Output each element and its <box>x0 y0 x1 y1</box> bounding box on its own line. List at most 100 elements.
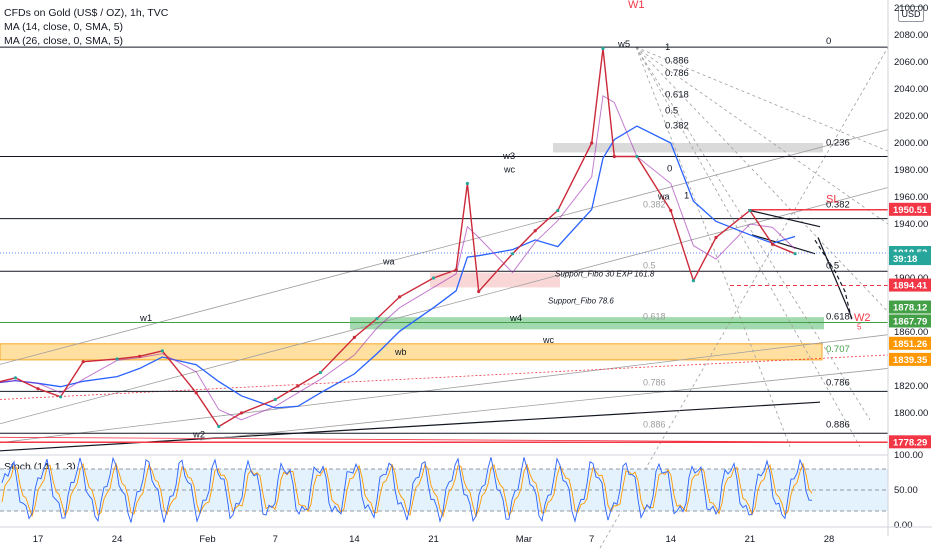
price-tag-label: 1778.29 <box>893 437 927 448</box>
fib-level-label: 0.382 <box>826 200 850 211</box>
wave-label: wa <box>657 192 670 202</box>
fib-level-label: 0.236 <box>826 137 850 148</box>
price-point <box>36 387 40 391</box>
price-tag-bg <box>889 435 931 449</box>
price-point <box>296 384 300 388</box>
wave-label: w3 <box>502 151 515 162</box>
trend-line <box>199 368 889 441</box>
price-point <box>217 424 221 429</box>
wave-label: wc <box>503 165 515 175</box>
fan-ratio-label: 0.5 <box>665 106 678 117</box>
fan-ratio-label: 0.618 <box>665 89 689 100</box>
fib-level-label: 0 <box>826 36 831 47</box>
x-tick-label: 28 <box>824 534 835 545</box>
price-tag-bg <box>889 314 931 328</box>
price-tag-label: 1950.51 <box>893 205 928 216</box>
fan-ratio-label: 1 <box>684 191 689 202</box>
price-point <box>556 208 560 213</box>
price-point <box>138 354 142 358</box>
price-point <box>477 289 481 294</box>
wave-label: Support_Fibo 78.6 <box>548 297 614 306</box>
legend-ma26[interactable]: MA (26, close, 0, SMA, 5) <box>4 35 124 47</box>
x-tick-label: 21 <box>745 534 756 545</box>
price-point <box>81 360 85 364</box>
y-tick-label: 1900.00 <box>894 273 928 284</box>
price-point <box>454 268 458 272</box>
fib-level-label: 0.786 <box>826 378 850 389</box>
price-tag-bg <box>889 278 931 292</box>
fib-level-label: 0.618 <box>826 312 850 323</box>
y-tick-label: 2000.00 <box>894 138 928 149</box>
x-tick-label: 14 <box>349 534 360 545</box>
price-point <box>635 154 639 159</box>
price-point <box>714 235 718 240</box>
price-tag-label: 1851.26 <box>893 339 927 350</box>
x-tick-label: 24 <box>112 534 123 545</box>
stoch-tick-label: 100.00 <box>894 450 923 461</box>
y-tick-label: 1860.00 <box>894 327 928 338</box>
y-tick-label: 2080.00 <box>894 30 928 41</box>
stoch-k-line <box>1 456 812 523</box>
trend-line <box>0 354 889 400</box>
price-point <box>115 357 119 361</box>
fan-ratio-label: 0.786 <box>665 68 689 79</box>
wave-label: w2 <box>192 429 205 440</box>
ma14-line <box>0 94 796 421</box>
price-tag-bg <box>889 202 931 216</box>
y-tick-label: 2060.00 <box>894 57 928 68</box>
trend-line <box>817 237 853 319</box>
trend-line <box>0 187 889 425</box>
price-point <box>601 46 605 51</box>
price-line <box>0 48 796 428</box>
price-tag-bg <box>889 336 931 350</box>
chart-legend: CFDs on Gold (US$ / OZ), 1h, TVC MA (14,… <box>4 6 168 48</box>
price-point <box>533 229 537 233</box>
trend-line <box>0 129 889 365</box>
fib-inner-label: 0.5 <box>643 260 656 270</box>
fan-ratio-label: 0.886 <box>665 56 689 67</box>
fan-ratio-label: 0.382 <box>665 120 689 131</box>
price-point <box>239 411 243 415</box>
wave-label: 5 <box>857 322 862 331</box>
price-point <box>398 295 402 299</box>
currency-button[interactable]: USD <box>898 6 924 22</box>
trend-line <box>635 46 889 313</box>
x-tick-label: Mar <box>516 534 532 545</box>
price-point <box>431 276 436 280</box>
fib-level-label: 0.5 <box>826 260 839 271</box>
trend-line <box>599 46 889 549</box>
price-point <box>748 208 752 213</box>
legend-ma14[interactable]: MA (14, close, 0, SMA, 5) <box>4 21 124 33</box>
y-tick-label: 1980.00 <box>894 165 928 176</box>
trend-line <box>635 46 861 447</box>
stoch-d-line <box>1 462 813 518</box>
wave-label: w4 <box>509 313 522 324</box>
price-point <box>465 181 469 186</box>
orange-support-zone <box>0 343 823 361</box>
trend-line <box>751 234 816 255</box>
price-point <box>59 395 63 399</box>
wave-label: w5 <box>617 39 630 50</box>
wave-label: SL <box>826 193 839 205</box>
price-point <box>793 252 797 256</box>
wave-label: wc <box>542 335 554 345</box>
price-point <box>669 208 673 213</box>
wave-label: W1 <box>628 0 645 11</box>
x-tick-label: Feb <box>199 534 215 545</box>
price-point <box>160 349 164 353</box>
projection-path <box>814 239 853 322</box>
y-tick-label: 1940.00 <box>894 219 928 230</box>
wave-label: wb <box>394 347 407 357</box>
grey-resistance-zone <box>553 143 823 153</box>
legend-symbol[interactable]: CFDs on Gold (US$ / OZ), 1h, TVC <box>4 7 169 19</box>
y-tick-label: 2020.00 <box>894 111 928 122</box>
y-tick-label: 1960.00 <box>894 192 928 203</box>
x-tick-label: 7 <box>273 534 278 545</box>
fib-inner-label: 0.618 <box>643 312 666 322</box>
fan-ratio-label: 0 <box>667 164 672 175</box>
y-tick-label: 2040.00 <box>894 84 928 95</box>
price-point <box>590 141 594 145</box>
price-tag-label: 1867.79 <box>893 316 927 327</box>
fib-level-label: 0.886 <box>826 420 850 431</box>
